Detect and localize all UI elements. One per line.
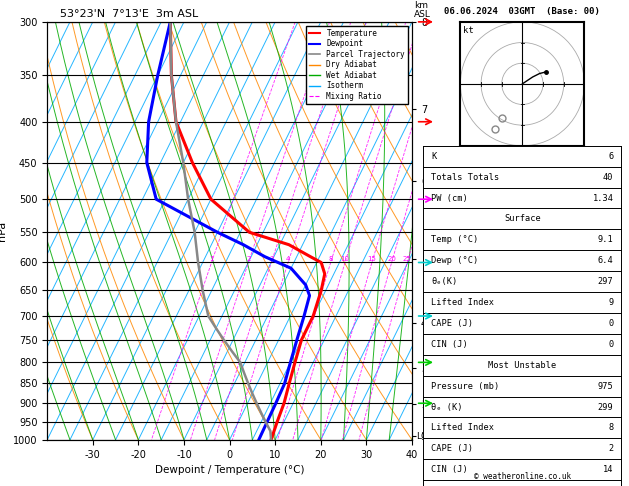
Text: PW (cm): PW (cm)	[431, 193, 468, 203]
Text: θₑ(K): θₑ(K)	[431, 277, 457, 286]
Text: 1: 1	[209, 257, 214, 262]
Text: © weatheronline.co.uk: © weatheronline.co.uk	[474, 472, 571, 481]
Text: 2: 2	[608, 444, 613, 453]
Text: 6: 6	[608, 152, 613, 161]
Text: 06.06.2024  03GMT  (Base: 00): 06.06.2024 03GMT (Base: 00)	[445, 7, 600, 17]
Text: 3: 3	[269, 257, 274, 262]
Text: kt: kt	[463, 26, 474, 35]
Text: 10: 10	[340, 257, 350, 262]
Text: 9.1: 9.1	[598, 235, 613, 244]
Text: 1.34: 1.34	[593, 193, 613, 203]
Text: 14: 14	[603, 465, 613, 474]
Text: 25: 25	[403, 257, 411, 262]
X-axis label: Dewpoint / Temperature (°C): Dewpoint / Temperature (°C)	[155, 465, 304, 475]
Legend: Temperature, Dewpoint, Parcel Trajectory, Dry Adiabat, Wet Adiabat, Isotherm, Mi: Temperature, Dewpoint, Parcel Trajectory…	[306, 26, 408, 104]
Text: CIN (J): CIN (J)	[431, 340, 468, 349]
Text: CAPE (J): CAPE (J)	[431, 319, 473, 328]
Text: Surface: Surface	[504, 214, 541, 224]
Text: Pressure (mb): Pressure (mb)	[431, 382, 499, 391]
Text: 4: 4	[286, 257, 291, 262]
Text: Lifted Index: Lifted Index	[431, 423, 494, 433]
Text: 53°23'N  7°13'E  3m ASL: 53°23'N 7°13'E 3m ASL	[60, 9, 198, 19]
Text: Lifted Index: Lifted Index	[431, 298, 494, 307]
Text: 40: 40	[603, 173, 613, 182]
Text: Dewp (°C): Dewp (°C)	[431, 256, 479, 265]
Text: 20: 20	[387, 257, 396, 262]
Text: 8: 8	[608, 423, 613, 433]
Text: 9: 9	[608, 298, 613, 307]
Text: 297: 297	[598, 277, 613, 286]
Text: Totals Totals: Totals Totals	[431, 173, 499, 182]
Text: 15: 15	[367, 257, 376, 262]
Text: K: K	[431, 152, 437, 161]
Text: 8: 8	[328, 257, 333, 262]
Text: km
ASL: km ASL	[414, 1, 431, 19]
Text: Most Unstable: Most Unstable	[488, 361, 557, 370]
Text: 299: 299	[598, 402, 613, 412]
Text: CIN (J): CIN (J)	[431, 465, 468, 474]
Text: θₑ (K): θₑ (K)	[431, 402, 463, 412]
Text: Temp (°C): Temp (°C)	[431, 235, 479, 244]
Text: CAPE (J): CAPE (J)	[431, 444, 473, 453]
Y-axis label: hPa: hPa	[0, 221, 8, 241]
Text: 975: 975	[598, 382, 613, 391]
Text: LCL: LCL	[416, 432, 432, 441]
Y-axis label: Mixing Ratio (g/kg): Mixing Ratio (g/kg)	[433, 188, 442, 274]
Text: 6.4: 6.4	[598, 256, 613, 265]
Text: 0: 0	[608, 319, 613, 328]
Text: 0: 0	[608, 340, 613, 349]
Text: 2: 2	[247, 257, 250, 262]
